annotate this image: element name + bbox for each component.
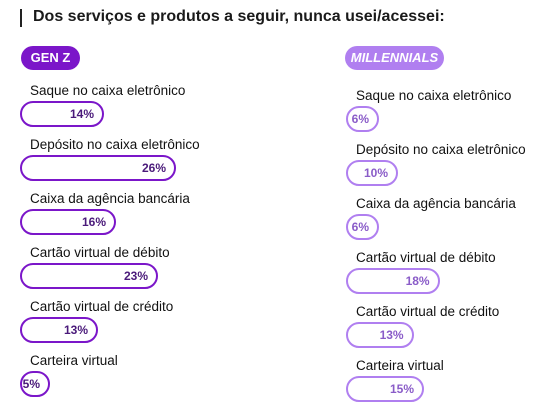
genz-row-label: Cartão virtual de crédito — [30, 299, 174, 314]
genz-value-bar: 5% — [20, 371, 50, 397]
genz-value-label: 26% — [141, 161, 166, 175]
chart-title: Dos serviços e produtos a seguir, nunca … — [33, 8, 445, 25]
genz-row-label: Depósito no caixa eletrônico — [30, 137, 200, 152]
millennials-badge: MILLENNIALS — [345, 46, 444, 70]
genz-row-label: Saque no caixa eletrônico — [30, 83, 186, 98]
genz-value-label: 13% — [63, 323, 88, 337]
genz-row-label: Caixa da agência bancária — [30, 191, 190, 206]
genz-value-bar: 13% — [20, 317, 98, 343]
millennials-row-label: Cartão virtual de crédito — [356, 304, 500, 319]
millennials-row-label: Saque no caixa eletrônico — [356, 88, 512, 103]
millennials-value-label: 18% — [405, 274, 430, 288]
millennials-row-label: Depósito no caixa eletrônico — [356, 142, 526, 157]
title-accent-bar — [20, 9, 22, 27]
genz-value-bar: 14% — [20, 101, 104, 127]
millennials-value-bar: 6% — [346, 214, 379, 240]
millennials-value-label: 6% — [351, 220, 369, 234]
genz-value-label: 14% — [69, 107, 94, 121]
millennials-row-label: Carteira virtual — [356, 358, 444, 373]
millennials-value-label: 6% — [351, 112, 369, 126]
millennials-value-bar: 6% — [346, 106, 379, 132]
millennials-value-bar: 15% — [346, 376, 424, 402]
genz-row-label: Carteira virtual — [30, 353, 118, 368]
genz-value-bar: 23% — [20, 263, 158, 289]
millennials-value-bar: 13% — [346, 322, 414, 348]
millennials-value-label: 13% — [379, 328, 404, 342]
genz-value-label: 23% — [123, 269, 148, 283]
millennials-value-label: 10% — [363, 166, 388, 180]
genz-row-label: Cartão virtual de débito — [30, 245, 170, 260]
genz-value-label: 16% — [81, 215, 106, 229]
genz-value-bar: 16% — [20, 209, 116, 235]
millennials-value-bar: 18% — [346, 268, 440, 294]
genz-value-bar: 26% — [20, 155, 176, 181]
genz-badge: GEN Z — [21, 46, 80, 70]
genz-value-label: 5% — [22, 377, 40, 391]
millennials-value-label: 15% — [389, 382, 414, 396]
millennials-value-bar: 10% — [346, 160, 398, 186]
millennials-row-label: Cartão virtual de débito — [356, 250, 496, 265]
millennials-row-label: Caixa da agência bancária — [356, 196, 516, 211]
